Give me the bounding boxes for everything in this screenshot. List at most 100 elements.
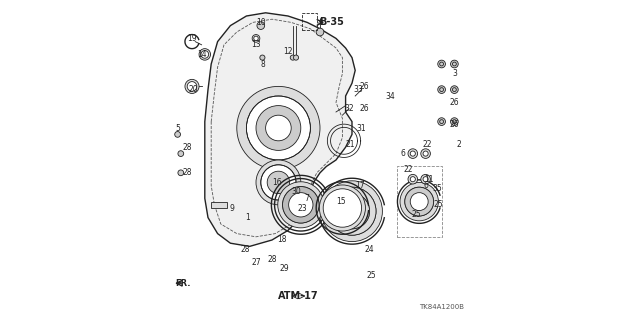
- Circle shape: [438, 86, 445, 93]
- Circle shape: [322, 181, 383, 242]
- Circle shape: [266, 115, 291, 141]
- Text: 25: 25: [366, 271, 376, 280]
- Text: 7: 7: [305, 194, 310, 203]
- Circle shape: [256, 160, 301, 205]
- Circle shape: [293, 55, 298, 60]
- Circle shape: [178, 170, 184, 176]
- Circle shape: [201, 51, 209, 58]
- Text: 28: 28: [268, 255, 276, 264]
- Text: 9: 9: [230, 204, 234, 212]
- Text: 25: 25: [411, 210, 421, 219]
- Text: 16: 16: [272, 178, 282, 187]
- Circle shape: [278, 182, 324, 228]
- Text: 28: 28: [182, 143, 192, 152]
- Bar: [302, 13, 317, 30]
- Circle shape: [421, 149, 431, 158]
- Text: ATM-17: ATM-17: [278, 291, 319, 301]
- Circle shape: [289, 193, 313, 217]
- Text: 35: 35: [432, 184, 442, 193]
- Text: 26: 26: [360, 82, 370, 91]
- Text: 33: 33: [353, 85, 364, 94]
- Text: 22: 22: [403, 165, 413, 174]
- Circle shape: [340, 199, 364, 223]
- Circle shape: [334, 194, 370, 229]
- Circle shape: [252, 35, 260, 42]
- Circle shape: [423, 177, 428, 182]
- Circle shape: [328, 187, 376, 235]
- Text: 6: 6: [423, 181, 428, 190]
- Text: 10: 10: [256, 18, 266, 27]
- Circle shape: [268, 171, 289, 194]
- Circle shape: [283, 187, 319, 223]
- Text: 27: 27: [251, 258, 261, 267]
- Circle shape: [410, 151, 415, 156]
- Text: 32: 32: [344, 104, 354, 113]
- Text: 24: 24: [365, 245, 374, 254]
- Circle shape: [175, 132, 180, 137]
- Text: 18: 18: [277, 236, 286, 244]
- Circle shape: [451, 60, 458, 68]
- Circle shape: [405, 187, 434, 216]
- Bar: [397, 166, 442, 237]
- Circle shape: [408, 174, 418, 184]
- Text: 3: 3: [452, 69, 457, 78]
- Circle shape: [405, 187, 434, 216]
- Text: 21: 21: [346, 140, 355, 148]
- Text: 28: 28: [182, 168, 192, 177]
- Text: 11: 11: [424, 175, 433, 184]
- Circle shape: [237, 86, 320, 170]
- Text: 25: 25: [433, 200, 444, 209]
- Circle shape: [290, 55, 295, 60]
- Text: 12: 12: [284, 47, 292, 56]
- Circle shape: [423, 151, 428, 156]
- Circle shape: [283, 187, 319, 223]
- Circle shape: [410, 177, 415, 182]
- Circle shape: [257, 22, 265, 29]
- Text: 8: 8: [260, 60, 265, 68]
- Circle shape: [261, 165, 296, 200]
- Text: 29: 29: [280, 264, 290, 273]
- Circle shape: [340, 199, 364, 223]
- Text: 13: 13: [251, 40, 261, 49]
- Circle shape: [451, 118, 458, 125]
- Circle shape: [400, 182, 438, 221]
- Circle shape: [421, 174, 431, 184]
- Circle shape: [410, 193, 428, 211]
- Text: 30: 30: [291, 188, 301, 196]
- Circle shape: [323, 189, 362, 227]
- Text: 6: 6: [401, 149, 406, 158]
- Circle shape: [451, 86, 458, 93]
- Text: TK84A1200B: TK84A1200B: [419, 304, 464, 310]
- Text: 2: 2: [457, 140, 461, 148]
- Bar: [211, 202, 227, 208]
- Text: 19: 19: [187, 34, 197, 43]
- Circle shape: [199, 49, 211, 60]
- Circle shape: [438, 60, 445, 68]
- Polygon shape: [205, 13, 355, 246]
- Text: 26: 26: [360, 104, 370, 113]
- Circle shape: [246, 96, 310, 160]
- Circle shape: [408, 149, 418, 158]
- Text: 14: 14: [196, 50, 207, 59]
- Text: 34: 34: [385, 92, 396, 100]
- Circle shape: [187, 82, 197, 91]
- Text: 15: 15: [336, 197, 346, 206]
- Circle shape: [316, 28, 324, 36]
- Circle shape: [334, 194, 370, 229]
- Text: 20: 20: [189, 85, 198, 94]
- Text: 28: 28: [240, 245, 250, 254]
- Text: 26: 26: [449, 120, 460, 129]
- Circle shape: [345, 204, 359, 218]
- Circle shape: [260, 55, 265, 60]
- Text: 22: 22: [422, 140, 432, 148]
- Text: 17: 17: [355, 181, 365, 190]
- Text: 1: 1: [246, 213, 250, 222]
- Circle shape: [253, 36, 259, 41]
- Circle shape: [256, 106, 301, 150]
- Circle shape: [319, 185, 365, 231]
- Text: B-35: B-35: [319, 17, 344, 27]
- Text: 4: 4: [317, 18, 323, 27]
- Circle shape: [328, 187, 376, 235]
- Circle shape: [185, 79, 199, 93]
- Text: 31: 31: [356, 124, 367, 132]
